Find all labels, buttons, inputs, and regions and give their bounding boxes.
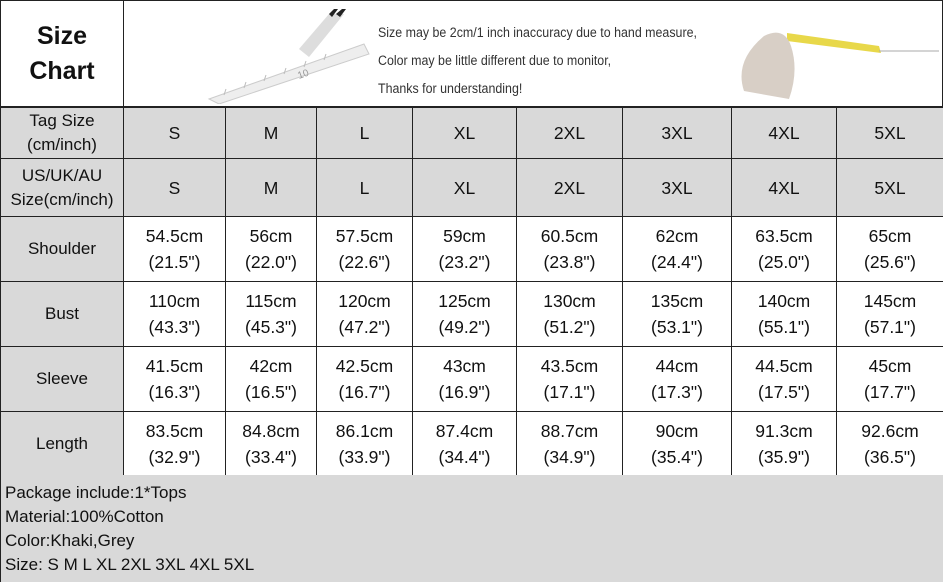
size-cell: 5XL: [836, 107, 943, 159]
notice-line: Thanks for understanding!: [378, 81, 523, 96]
measurement-cell: 62cm (24.4"): [622, 216, 732, 282]
measurement-cell: 60.5cm (23.8"): [516, 216, 623, 282]
measurement-cell: 135cm (53.1"): [622, 281, 732, 347]
measurement-cell: 44.5cm (17.5"): [731, 346, 837, 412]
measurement-cell: 125cm (49.2"): [412, 281, 517, 347]
measurement-cell: 90cm (35.4"): [622, 411, 732, 476]
measurement-notice: Size may be 2cm/1 inch inaccuracy due to…: [378, 19, 697, 103]
measurement-cell: 41.5cm (16.3"): [123, 346, 226, 412]
measurement-cell: 120cm (47.2"): [316, 281, 413, 347]
size-cell: M: [225, 107, 317, 159]
measurement-cell: 63.5cm (25.0"): [731, 216, 837, 282]
size-cell: 4XL: [731, 158, 837, 217]
row-label: Sleeve: [0, 346, 124, 412]
measurement-cell: 44cm (17.3"): [622, 346, 732, 412]
measurement-cell: 84.8cm (33.4"): [225, 411, 317, 476]
svg-text:10: 10: [296, 68, 311, 82]
measurement-cell: 92.6cm (36.5"): [836, 411, 943, 476]
measurement-cell: 56cm (22.0"): [225, 216, 317, 282]
measurement-cell: 115cm (45.3"): [225, 281, 317, 347]
size-cell: 5XL: [836, 158, 943, 217]
size-cell: 4XL: [731, 107, 837, 159]
measurement-row: Length 83.5cm (32.9") 84.8cm (33.4") 86.1cm (3…: [0, 411, 943, 476]
measurement-cell: 57.5cm (22.6"): [316, 216, 413, 282]
measurement-cell: 45cm (17.7"): [836, 346, 943, 412]
notice-line: Size may be 2cm/1 inch inaccuracy due to…: [378, 25, 697, 40]
measurement-cell: 43cm (16.9"): [412, 346, 517, 412]
row-label: US/UK/AU Size(cm/inch): [0, 158, 124, 217]
banner-row: Size Chart 10 Size may be 2cm/1 inch inac…: [0, 0, 943, 107]
measurement-cell: 65cm (25.6"): [836, 216, 943, 282]
title-line: Chart: [29, 56, 95, 85]
measurement-cell: 140cm (55.1"): [731, 281, 837, 347]
measurement-cell: 59cm (23.2"): [412, 216, 517, 282]
size-cell: S: [123, 107, 226, 159]
notice-line: Color may be little different due to mon…: [378, 53, 612, 68]
measurement-cell: 54.5cm (21.5"): [123, 216, 226, 282]
measurement-row: Shoulder 54.5cm (21.5") 56cm (22.0") 57.5cm (2…: [0, 216, 943, 282]
measurement-cell: 86.1cm (33.9"): [316, 411, 413, 476]
title-line: Size: [36, 21, 87, 50]
measurement-row: Bust 110cm (43.3") 115cm (45.3") 120cm (47.2")…: [0, 281, 943, 347]
row-label: Shoulder: [0, 216, 124, 282]
tape-measure-hand-icon: [741, 32, 939, 99]
pencil-ruler-icon: 10: [207, 9, 370, 104]
size-info: Size: S M L XL 2XL 3XL 4XL 5XL: [5, 555, 255, 574]
size-table: Tag Size (cm/inch) S M L XL 2XL 3XL 4XL 5XL US/UK/…: [0, 107, 943, 476]
row-label: Tag Size (cm/inch): [0, 107, 124, 159]
row-label: Length: [0, 411, 124, 476]
size-chart-title: Size Chart: [1, 1, 124, 106]
measurement-cell: 87.4cm (34.4"): [412, 411, 517, 476]
size-cell: 2XL: [516, 158, 623, 217]
measurement-cell: 42.5cm (16.7"): [316, 346, 413, 412]
measurement-row: Sleeve 41.5cm (16.3") 42cm (16.5") 42.5cm (16.…: [0, 346, 943, 412]
banner-image: 10 Size may be 2cm/1 inch inaccuracy due…: [124, 1, 942, 106]
measurement-cell: 110cm (43.3"): [123, 281, 226, 347]
size-cell: M: [225, 158, 317, 217]
measurement-cell: 145cm (57.1"): [836, 281, 943, 347]
size-cell: L: [316, 107, 413, 159]
size-cell: 3XL: [622, 107, 732, 159]
color-info: Color:Khaki,Grey: [5, 531, 135, 550]
measurement-cell: 42cm (16.5"): [225, 346, 317, 412]
size-cell: S: [123, 158, 226, 217]
row-label: Bust: [0, 281, 124, 347]
measurement-cell: 88.7cm (34.9"): [516, 411, 623, 476]
size-cell: L: [316, 158, 413, 217]
size-cell: 2XL: [516, 107, 623, 159]
size-cell: XL: [412, 158, 517, 217]
measurement-cell: 83.5cm (32.9"): [123, 411, 226, 476]
measurement-cell: 43.5cm (17.1"): [516, 346, 623, 412]
size-header-row: US/UK/AU Size(cm/inch) S M L XL 2XL 3XL 4XL 5XL: [0, 158, 943, 217]
measurement-cell: 91.3cm (35.9"): [731, 411, 837, 476]
product-info: Package include:1*Tops Material:100%Cott…: [0, 475, 943, 582]
size-cell: XL: [412, 107, 517, 159]
measurement-cell: 130cm (51.2"): [516, 281, 623, 347]
size-cell: 3XL: [622, 158, 732, 217]
size-header-row: Tag Size (cm/inch) S M L XL 2XL 3XL 4XL 5XL: [0, 107, 943, 159]
package-info: Package include:1*Tops: [5, 483, 187, 502]
material-info: Material:100%Cotton: [5, 507, 164, 526]
